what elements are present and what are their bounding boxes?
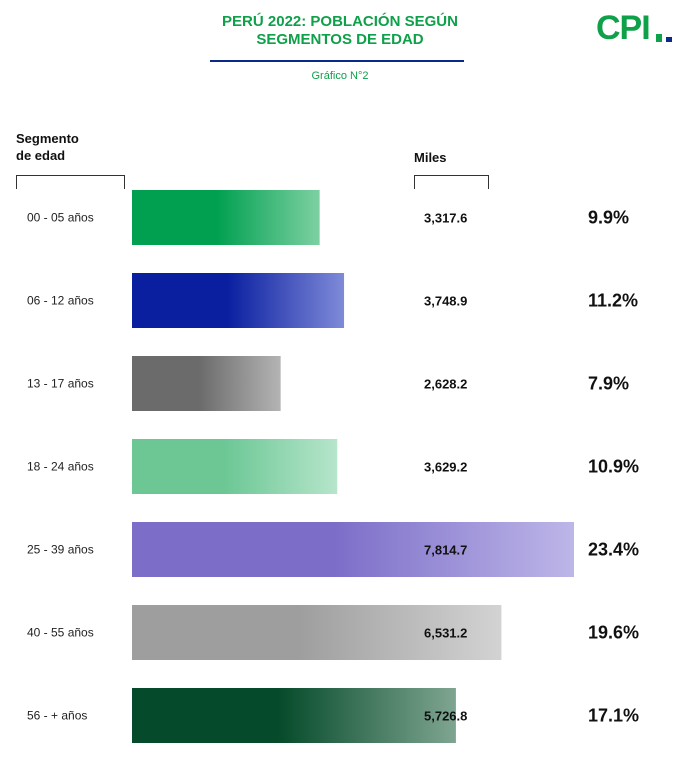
bar — [132, 688, 456, 743]
segment-column-header: Segmento de edad — [16, 130, 79, 164]
value-label: 5,726.8 — [424, 709, 467, 724]
value-label: 3,317.6 — [424, 211, 467, 226]
logo-text: CPI — [596, 9, 651, 47]
bar — [132, 190, 320, 245]
bar — [132, 273, 345, 328]
category-label: 25 - 39 años — [27, 543, 94, 557]
logo-bar-green — [656, 34, 662, 42]
value-label: 2,628.2 — [424, 377, 467, 392]
percent-label: 17.1% — [588, 706, 639, 726]
value-label: 3,748.9 — [424, 294, 467, 309]
title-underline — [210, 60, 464, 62]
category-label: 18 - 24 años — [27, 460, 94, 474]
category-label: 56 - + años — [27, 709, 87, 723]
segment-header-line2: de edad — [16, 148, 66, 163]
bar — [132, 439, 338, 494]
percent-label: 19.6% — [588, 623, 639, 643]
percent-label: 23.4% — [588, 540, 639, 560]
segment-header-line1: Segmento — [16, 131, 79, 146]
category-label: 06 - 12 años — [27, 294, 94, 308]
chart-subtitle: Gráfico N°2 — [311, 70, 369, 82]
percent-label: 9.9% — [588, 208, 629, 228]
bar — [132, 356, 281, 411]
category-label: 00 - 05 años — [27, 211, 94, 225]
logo-bar-blue — [666, 37, 672, 42]
value-label: 3,629.2 — [424, 460, 467, 475]
cpi-logo: CPI — [596, 8, 678, 48]
percent-label: 11.2% — [588, 291, 638, 311]
value-label: 7,814.7 — [424, 543, 467, 558]
percent-label: 7.9% — [588, 374, 629, 394]
segment-header-bracket — [16, 175, 125, 189]
category-label: 13 - 17 años — [27, 377, 94, 391]
chart-title-line2: SEGMENTOS DE EDAD — [256, 31, 424, 48]
chart-title: PERÚ 2022: POBLACIÓN SEGÚN SEGMENTOS DE … — [180, 13, 500, 49]
chart-title-line1: PERÚ 2022: POBLACIÓN SEGÚN — [222, 13, 458, 30]
category-label: 40 - 55 años — [27, 626, 94, 640]
percent-label: 10.9% — [588, 457, 639, 477]
value-header-bracket — [414, 175, 489, 189]
value-column-header: Miles — [414, 150, 447, 165]
bar — [132, 605, 502, 660]
bar — [132, 522, 574, 577]
value-label: 6,531.2 — [424, 626, 467, 641]
